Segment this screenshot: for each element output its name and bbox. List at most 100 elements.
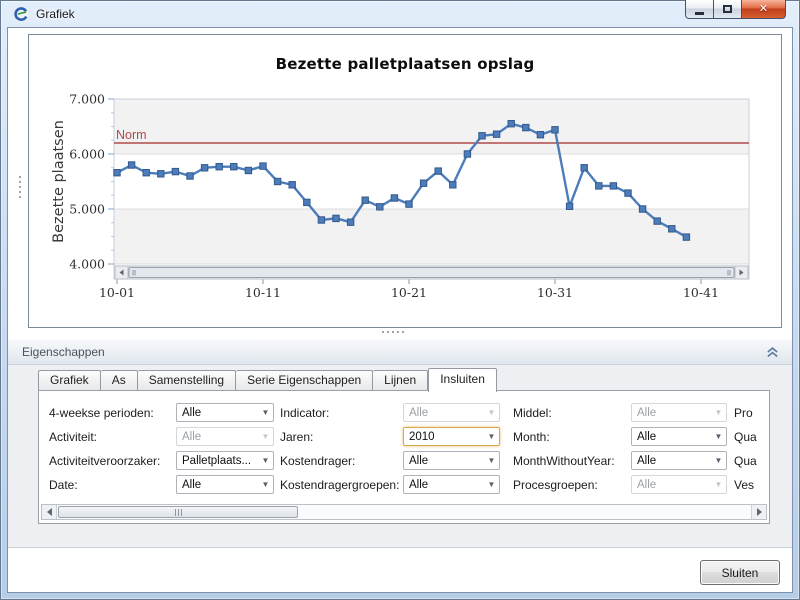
tab-samenstelling[interactable]: Samenstelling — [137, 370, 237, 391]
combo-jaren[interactable]: 2010 ▼ — [403, 427, 500, 446]
combo-value: Alle — [637, 430, 657, 443]
combo-4-weekse-perioden[interactable]: Alle ▼ — [176, 403, 274, 422]
chart-panel: Bezette palletplaatsen opslag 7.000 6.000… — [28, 34, 782, 328]
collapse-panel-button chevron-double-up-icon[interactable] — [765, 345, 780, 359]
maximize-button[interactable] — [714, 0, 741, 19]
data-point-marker — [565, 202, 574, 211]
field-label-qua: Qua — [734, 430, 757, 444]
close-icon: ✕ — [758, 2, 769, 15]
combo-activiteit[interactable]: Alle ▼ — [176, 427, 274, 446]
form-row: Activiteit: Alle ▼ Jaren: 2010 ▼ Month: Alle ▼ Qu… — [39, 427, 769, 447]
form-horizontal-scrollbar — [41, 504, 767, 520]
properties-panel: Eigenschappen Grafiek As Samenstelling Seri… — [8, 340, 792, 548]
tab-serie-eigenschappen[interactable]: Serie Eigenschappen — [236, 370, 374, 391]
chevron-down-icon: ▼ — [261, 408, 270, 417]
y-tick-label: 4.000 — [69, 257, 105, 272]
data-point-marker — [419, 179, 428, 187]
scroll-right-button[interactable] — [751, 505, 766, 519]
combo-date[interactable]: Alle ▼ — [176, 475, 274, 494]
data-point-marker — [405, 200, 413, 208]
field-label-date: Date: — [49, 478, 78, 492]
field-label-month: Month: — [513, 430, 550, 444]
chevron-down-icon: ▼ — [487, 456, 496, 465]
data-point-marker — [376, 203, 384, 211]
combo-kostendragergroepen[interactable]: Alle ▼ — [403, 475, 500, 494]
data-point-marker — [186, 172, 194, 180]
combo-value: 2010 — [409, 430, 435, 443]
data-point-marker — [288, 181, 296, 189]
combo-middel[interactable]: Alle ▼ — [631, 403, 727, 422]
x-tick-label: 10-21 — [391, 285, 427, 300]
properties-title: Eigenschappen — [22, 345, 105, 359]
tab-as[interactable]: As — [100, 370, 138, 391]
sluiten-button[interactable]: Sluiten — [700, 560, 780, 585]
minimize-button[interactable] — [685, 0, 714, 19]
x-axis: 10-01 10-11 10-21 10-31 10-41 — [99, 279, 719, 300]
data-point-marker — [580, 164, 588, 172]
scrollbar-thumb[interactable] — [128, 267, 735, 278]
chevron-down-icon: ▼ — [487, 408, 496, 417]
combo-indicator[interactable]: Alle ▼ — [403, 403, 500, 422]
x-tick-label: 10-01 — [99, 285, 135, 300]
x-tick-label: 10-11 — [245, 285, 281, 300]
data-point-marker — [551, 126, 559, 134]
data-point-marker — [346, 218, 355, 226]
data-point-marker — [609, 182, 618, 190]
combo-kostendrager[interactable]: Alle ▼ — [403, 451, 500, 470]
horizontal-splitter-handle[interactable] — [382, 331, 404, 333]
data-point-marker — [595, 182, 603, 190]
scrollbar-thumb[interactable] — [58, 506, 298, 518]
chart-plot: 7.000 6.000 5.000 4.000 10-01 10-11 10-21 10-31… — [51, 92, 750, 300]
data-point-marker — [507, 120, 515, 128]
combo-value: Alle — [637, 478, 657, 491]
combo-value: Alle — [637, 454, 657, 467]
tab-lijnen[interactable]: Lijnen — [373, 370, 429, 391]
close-button[interactable]: ✕ — [741, 0, 786, 19]
field-label-jaren: Jaren: — [280, 430, 314, 444]
data-point-marker — [244, 166, 253, 175]
filter-form: 4-weekse perioden: Alle ▼ Indicator: Alle ▼ Mi… — [38, 390, 770, 524]
combo-value: Alle — [409, 406, 429, 419]
chart-title: Bezette palletplaatsen opslag — [275, 55, 535, 73]
client-area: Bezette palletplaatsen opslag 7.000 6.000… — [7, 27, 793, 593]
data-point-marker — [668, 225, 676, 233]
field-label-middel: Middel: — [513, 406, 552, 420]
chevron-down-icon: ▼ — [261, 480, 270, 489]
field-label-activiteit: Activiteit: — [49, 430, 98, 444]
y-tick-label: 6.000 — [69, 147, 105, 162]
combo-value: Alle — [409, 478, 429, 491]
interlaced-bands — [114, 99, 749, 264]
combo-month[interactable]: Alle ▼ — [631, 427, 727, 446]
tab-insluiten[interactable]: Insluiten — [428, 368, 497, 392]
combo-procesgroepen[interactable]: Alle ▼ — [631, 475, 727, 494]
field-label-qua: Qua — [734, 454, 757, 468]
field-label-activiteitveroorzaker: Activiteitveroorzaker: — [49, 454, 161, 468]
combo-monthwithoutyear[interactable]: Alle ▼ — [631, 451, 727, 470]
data-point-marker — [463, 150, 472, 158]
field-label-kostendragergroepen: Kostendragergroepen: — [280, 478, 400, 492]
field-label-procesgroepen: Procesgroepen: — [513, 478, 598, 492]
data-point-marker — [273, 177, 282, 186]
combo-value: Alle — [182, 430, 202, 443]
tab-grafiek[interactable]: Grafiek — [38, 370, 101, 391]
data-point-marker — [522, 123, 530, 132]
chevron-down-icon: ▼ — [261, 432, 270, 441]
arrow-left-icon — [43, 508, 52, 516]
data-point-marker — [624, 189, 632, 197]
chevron-down-icon: ▼ — [714, 456, 723, 465]
scroll-left-button[interactable] — [42, 505, 57, 519]
data-point-marker — [390, 194, 399, 202]
combo-activiteitveroorzaker[interactable]: Palletplaats... ▼ — [176, 451, 274, 470]
arrow-right-icon — [756, 508, 766, 516]
data-point-marker — [113, 169, 121, 177]
maximize-icon — [723, 5, 732, 13]
titlebar[interactable]: Grafiek ✕ — [0, 0, 800, 28]
norm-line: Norm — [114, 128, 749, 144]
data-point-marker — [638, 205, 647, 213]
field-label-kostendrager: Kostendrager: — [280, 454, 356, 468]
vertical-splitter-handle[interactable] — [16, 176, 24, 198]
field-label-indicator: Indicator: — [280, 406, 330, 420]
combo-value: Alle — [637, 406, 657, 419]
norm-label: Norm — [116, 128, 147, 142]
